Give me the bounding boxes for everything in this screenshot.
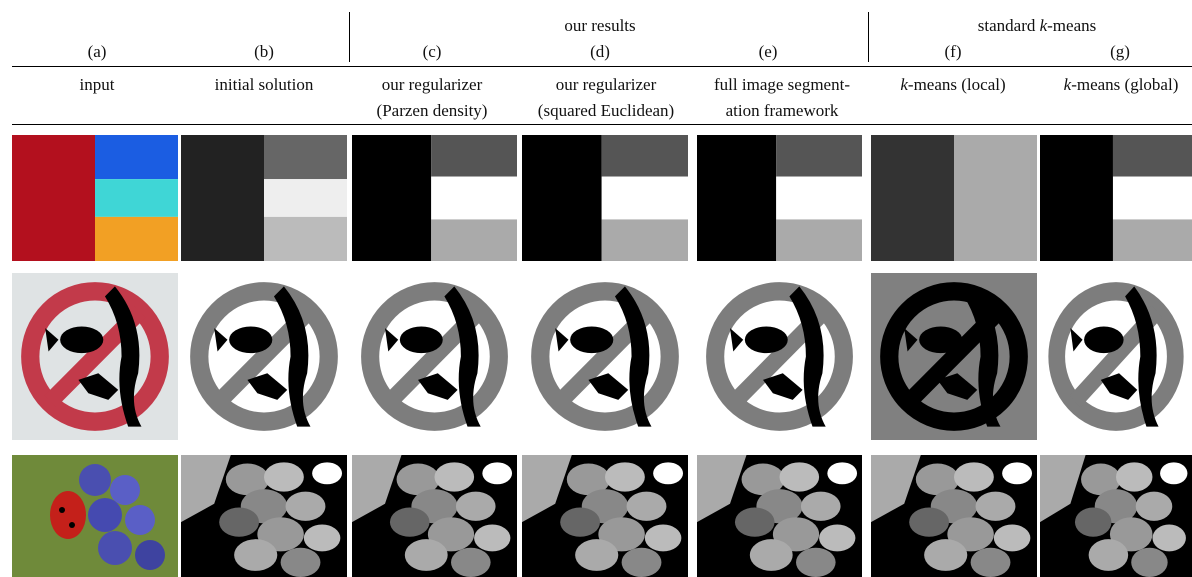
- segmentation-image: [1057, 286, 1176, 426]
- segmentation-image: [871, 455, 1037, 577]
- input-image: [12, 455, 178, 577]
- segmentation-image: [1040, 135, 1192, 261]
- image-grid: [0, 0, 1192, 577]
- segmentation-image: [715, 286, 844, 426]
- segmentation-image: [522, 135, 688, 261]
- segmentation-image: [181, 455, 347, 577]
- segmentation-image: [540, 286, 669, 426]
- figure-page: {"group_headers":[{"text":"our results"}…: [0, 0, 1192, 577]
- segmentation-image: [1040, 455, 1192, 577]
- segmentation-image: [352, 135, 517, 261]
- segmentation-image: [522, 455, 688, 577]
- segmentation-image: [697, 455, 862, 577]
- segmentation-image: [370, 286, 499, 426]
- segmentation-image: [181, 135, 347, 261]
- segmentation-image: [199, 286, 328, 426]
- segmentation-image: [352, 455, 517, 577]
- segmentation-image: [871, 135, 1037, 261]
- segmentation-image: [697, 135, 862, 261]
- input-image: [12, 135, 178, 261]
